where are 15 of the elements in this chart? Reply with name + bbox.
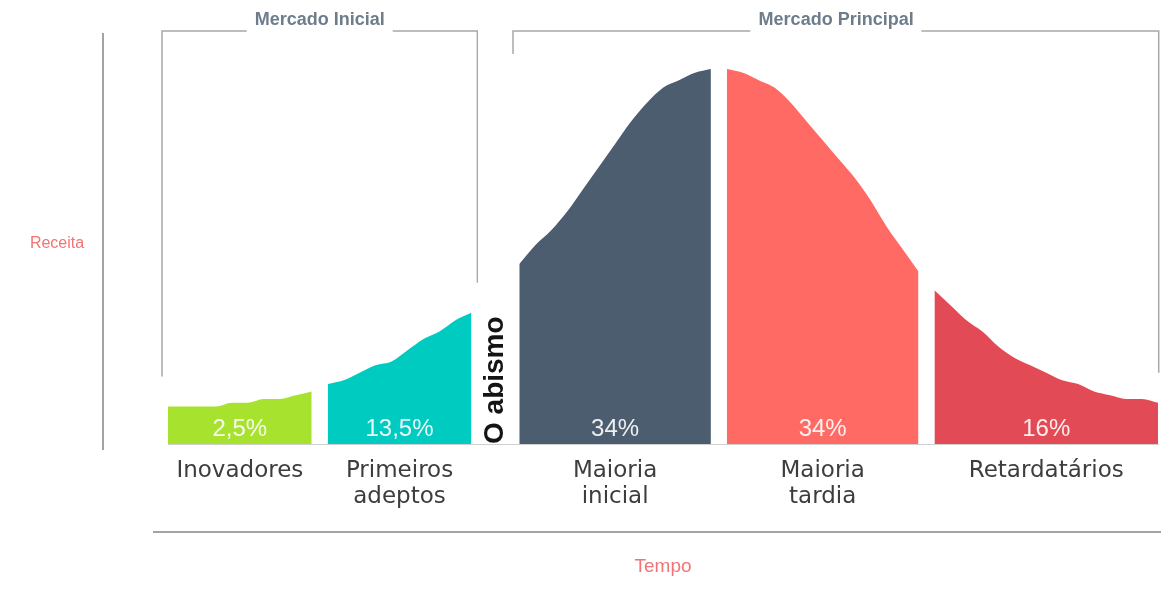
annotation: 13,5% xyxy=(365,413,434,441)
series-label: Maioria tardia xyxy=(780,455,865,508)
text: Receita xyxy=(29,233,85,251)
series-label: Maioria inicial xyxy=(572,455,658,508)
annotation: 16% xyxy=(1022,413,1071,441)
annotation: 34% xyxy=(591,413,640,441)
series-label: Inovadores xyxy=(176,455,304,482)
annotation: 2,5% xyxy=(212,413,268,441)
text: Mercado Principal xyxy=(758,8,914,29)
annotation: 34% xyxy=(798,413,847,441)
series-label: Retardatários xyxy=(968,455,1124,482)
series-label: Primeiros adeptos xyxy=(345,455,454,508)
annotation: O abismo xyxy=(478,316,510,444)
text: Mercado Inicial xyxy=(254,8,385,29)
text: Tempo xyxy=(634,555,692,577)
